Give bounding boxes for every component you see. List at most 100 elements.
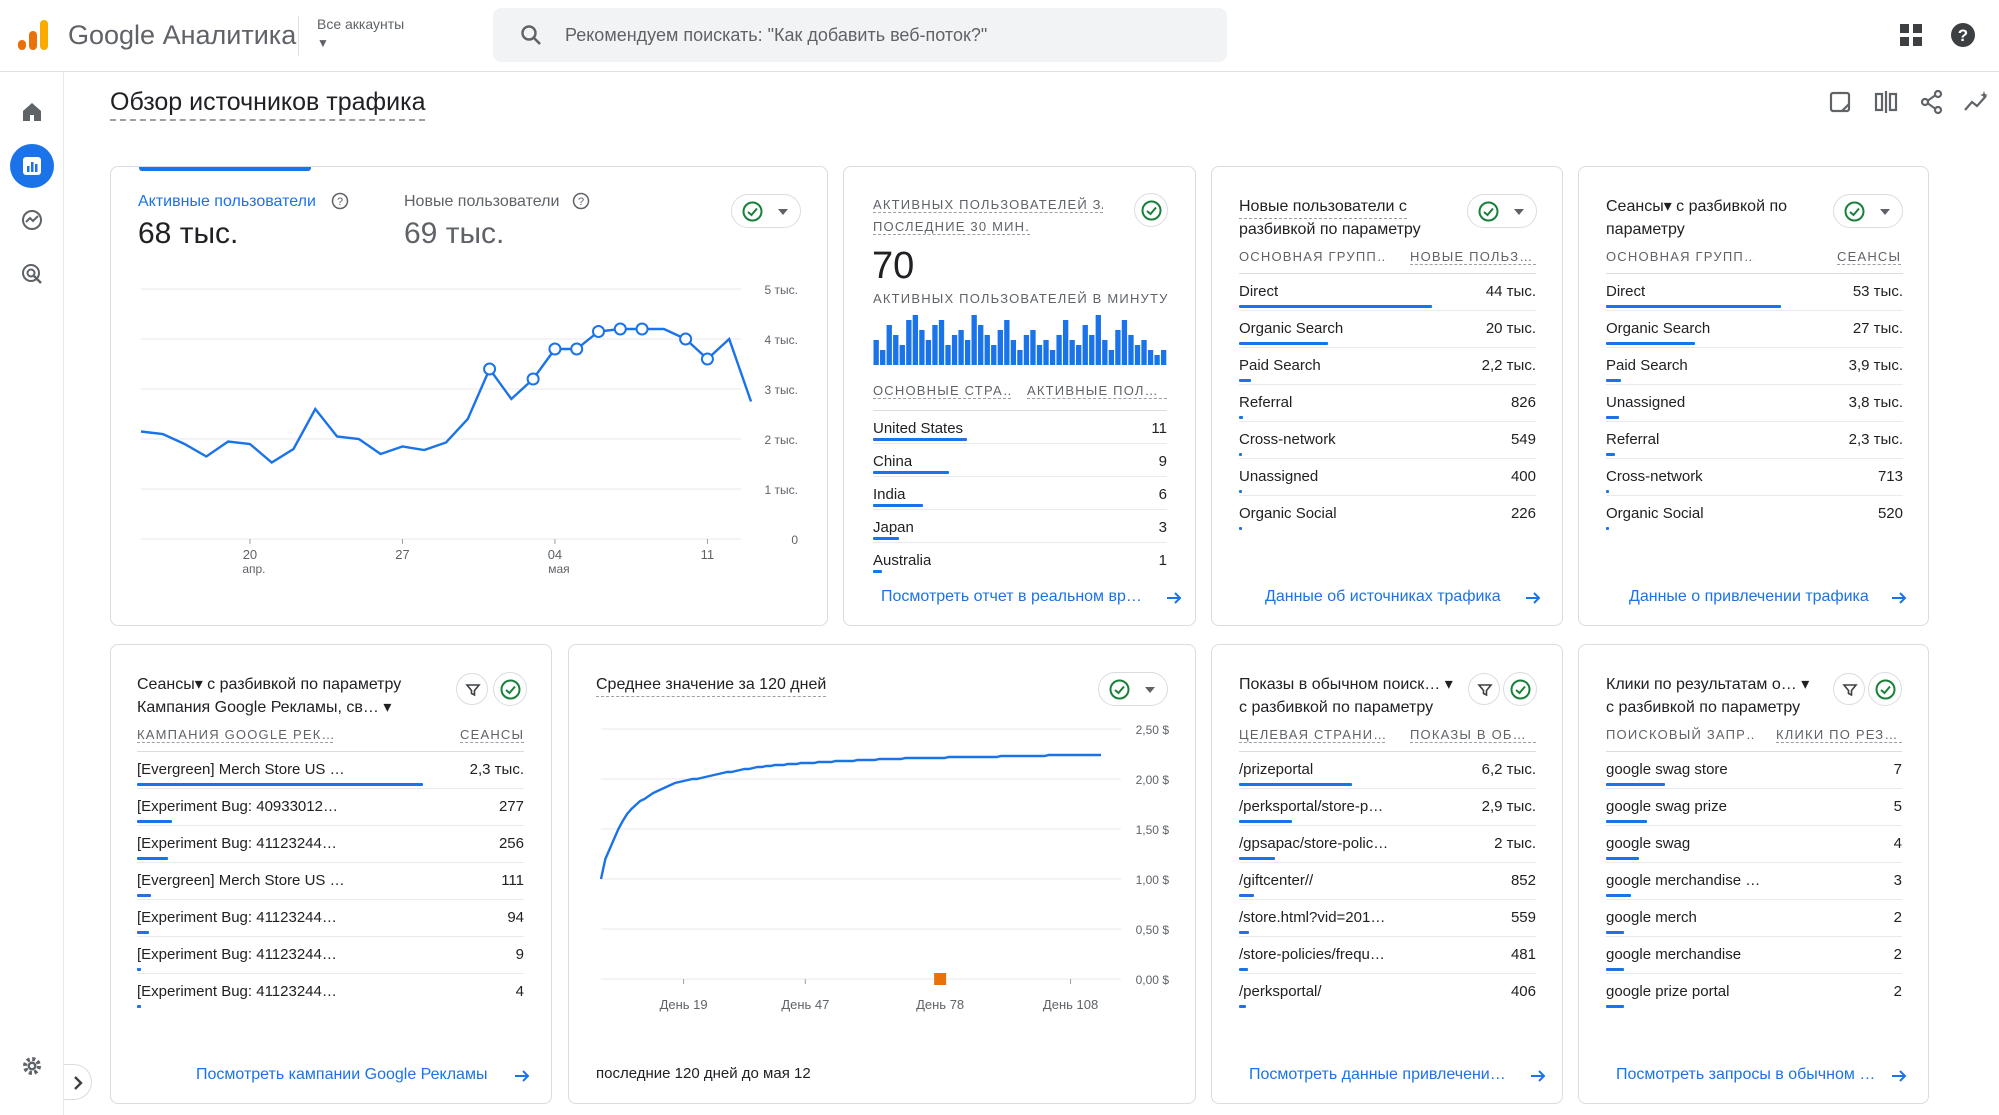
minute-bar[interactable] [1095, 315, 1101, 365]
table-row[interactable]: [Evergreen] Merch Store US … 111 [137, 862, 524, 899]
table-row[interactable]: Unassigned 400 [1239, 458, 1536, 495]
table-row[interactable]: Australia 1 [873, 542, 1167, 575]
minute-bar[interactable] [997, 330, 1003, 365]
minute-bar[interactable] [1010, 340, 1017, 365]
col-header-sessions[interactable]: СЕАНСЫ [460, 727, 525, 743]
insights-icon[interactable] [1962, 88, 1990, 116]
help-icon[interactable]: ? [1949, 21, 1977, 49]
share-icon[interactable] [1918, 88, 1946, 116]
minute-bar[interactable] [1043, 340, 1049, 365]
metric-active-users-label[interactable]: Активные пользователи [138, 193, 316, 210]
status-check-button[interactable] [493, 672, 527, 706]
table-row[interactable]: /store-policies/frequ… 481 [1239, 936, 1536, 973]
acquisition-data-link[interactable]: Посмотреть данные привлечени… [1249, 1066, 1506, 1083]
arrow-right-icon[interactable] [1525, 590, 1541, 606]
home-icon[interactable] [10, 90, 54, 134]
analytics-logo[interactable] [16, 18, 50, 52]
col-header-sessions[interactable]: СЕАНСЫ [1837, 249, 1902, 265]
table-row[interactable]: Paid Search 2,2 тыс. [1239, 347, 1536, 384]
table-row[interactable]: Organic Social 226 [1239, 495, 1536, 532]
minute-bar[interactable] [1147, 350, 1154, 365]
table-row[interactable]: [Experiment Bug: 41123244… 9 [137, 936, 524, 973]
table-row[interactable]: Cross-network 713 [1606, 458, 1903, 495]
compare-status-button[interactable] [1467, 194, 1537, 228]
traffic-sources-link[interactable]: Данные об источниках трафика [1265, 588, 1501, 605]
explore-icon[interactable] [10, 198, 54, 242]
data-point[interactable] [613, 322, 627, 336]
col-header-landing-page[interactable]: ЦЕЛЕВАЯ СТРАНИ… [1239, 727, 1385, 743]
annotation-marker[interactable] [934, 973, 947, 985]
minute-bar[interactable] [984, 335, 990, 365]
table-row[interactable]: Organic Search 20 тыс. [1239, 310, 1536, 347]
edit-report-icon[interactable] [1826, 88, 1854, 116]
help-outline-icon[interactable]: ? [331, 192, 349, 210]
minute-bar[interactable] [1049, 350, 1056, 365]
minute-bar[interactable] [971, 315, 977, 365]
search-input[interactable]: Рекомендуем поискать: "Как добавить веб-… [493, 8, 1227, 62]
table-row[interactable]: google merch 2 [1606, 899, 1902, 936]
gear-icon[interactable] [10, 1044, 54, 1088]
minute-bar[interactable] [1076, 345, 1082, 365]
minute-bar[interactable] [880, 350, 886, 365]
status-check-button[interactable] [1503, 672, 1537, 706]
acquisition-link[interactable]: Данные о привлечении трафика [1629, 588, 1869, 605]
table-row[interactable]: Direct 53 тыс. [1606, 273, 1903, 310]
filter-button[interactable] [456, 673, 488, 705]
minute-bar[interactable] [886, 325, 892, 365]
table-row[interactable]: United States 11 [873, 410, 1167, 443]
arrow-right-icon[interactable] [1891, 590, 1907, 606]
table-row[interactable]: google merchandise … 3 [1606, 862, 1902, 899]
col-header-active[interactable]: АКТИВНЫЕ ПОЛ… [1027, 383, 1167, 399]
table-row[interactable]: [Experiment Bug: 41123244… 4 [137, 973, 524, 1010]
table-row[interactable]: /prizeportal 6,2 тыс. [1239, 751, 1536, 788]
table-row[interactable]: Paid Search 3,9 тыс. [1606, 347, 1903, 384]
table-row[interactable]: Japan 3 [873, 509, 1167, 542]
filter-button[interactable] [1468, 673, 1500, 705]
organic-queries-link[interactable]: Посмотреть запросы в обычном … [1616, 1066, 1876, 1083]
minute-bar[interactable] [1030, 330, 1036, 365]
card-title-line1[interactable]: Клики по результатам о… ▾ [1606, 676, 1810, 693]
table-row[interactable]: google merchandise 2 [1606, 936, 1902, 973]
minute-bar[interactable] [1023, 335, 1030, 365]
table-row[interactable]: Organic Social 520 [1606, 495, 1903, 532]
minute-bar[interactable] [1134, 345, 1141, 365]
minute-bar[interactable] [932, 325, 938, 365]
table-row[interactable]: /store.html?vid=201… 559 [1239, 899, 1536, 936]
col-header-impressions[interactable]: ПОКАЗЫ В ОБ… [1410, 727, 1536, 743]
reports-icon[interactable] [10, 144, 54, 188]
minute-bar[interactable] [1004, 320, 1010, 365]
table-row[interactable]: Direct 44 тыс. [1239, 273, 1536, 310]
card-title-line1[interactable]: Сеансы▾ с разбивкой по параметру [137, 676, 402, 693]
arrow-right-icon[interactable] [514, 1068, 530, 1084]
status-check-button[interactable] [1868, 672, 1902, 706]
minute-bar[interactable] [919, 330, 925, 365]
table-row[interactable]: google swag store 7 [1606, 751, 1902, 788]
minute-bar[interactable] [991, 345, 997, 365]
table-row[interactable]: google swag prize 5 [1606, 788, 1902, 825]
minute-bar[interactable] [912, 315, 919, 365]
table-row[interactable]: Cross-network 549 [1239, 421, 1536, 458]
table-row[interactable]: Referral 2,3 тыс. [1606, 421, 1903, 458]
data-point[interactable] [679, 332, 693, 346]
card-title-line1[interactable]: Сеансы▾ с разбивкой по [1606, 198, 1788, 215]
compare-icon[interactable] [1872, 88, 1900, 116]
table-row[interactable]: /perksportal/store-p… 2,9 тыс. [1239, 788, 1536, 825]
table-row[interactable]: Referral 826 [1239, 384, 1536, 421]
table-row[interactable]: Organic Search 27 тыс. [1606, 310, 1903, 347]
table-row[interactable]: [Experiment Bug: 41123244… 256 [137, 825, 524, 862]
table-row[interactable]: China 9 [873, 443, 1167, 476]
data-point[interactable] [483, 362, 497, 376]
minute-bar[interactable] [1089, 335, 1095, 365]
arrow-right-icon[interactable] [1166, 590, 1182, 606]
minute-bar[interactable] [1036, 345, 1043, 365]
google-ads-campaigns-link[interactable]: Посмотреть кампании Google Рекламы [196, 1066, 488, 1083]
col-header-group[interactable]: ОСНОВНАЯ ГРУПП… [1239, 249, 1387, 264]
minute-bar[interactable] [1121, 320, 1128, 365]
minute-bar[interactable] [925, 340, 932, 365]
card-title-line2[interactable]: Кампания Google Рекламы, св… ▾ [137, 699, 392, 716]
data-point[interactable] [526, 372, 540, 386]
card-title-line1[interactable]: Показы в обычном поиск… ▾ [1239, 676, 1453, 693]
minute-bar[interactable] [899, 345, 905, 365]
minute-bar[interactable] [945, 345, 951, 365]
data-point[interactable] [570, 342, 584, 356]
